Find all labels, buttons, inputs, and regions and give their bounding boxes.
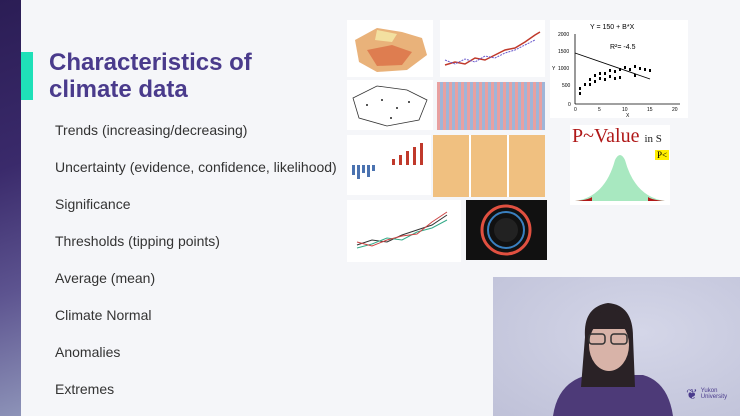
station-map-image: [347, 80, 433, 130]
x-axis-label: X: [626, 113, 630, 118]
bullet-item: Significance: [55, 196, 131, 212]
x-tick: 15: [647, 107, 653, 113]
presenter-figure: [553, 303, 673, 416]
canada-map-image: [347, 20, 433, 77]
temperature-series-image: [440, 20, 545, 77]
y-tick: 1000: [558, 66, 569, 72]
bullet-item: Climate Normal: [55, 307, 152, 323]
p-value-image: P~Value in S P<: [570, 125, 670, 205]
yukon-university-logo: ❦ Yukon University: [686, 387, 727, 401]
slide-title: Characteristics of climate data: [49, 49, 252, 103]
y-tick: 0: [568, 102, 571, 108]
bullet-item: Anomalies: [55, 344, 121, 360]
p-value-badge: P<: [655, 150, 670, 160]
leaf-logo-icon: ❦: [686, 386, 698, 402]
y-axis-label: Y: [552, 66, 556, 72]
title-line-1: Characteristics of: [49, 49, 252, 76]
title-accent-bar: [21, 52, 33, 100]
climate-spiral-image: [466, 200, 547, 260]
x-tick: 0: [574, 107, 577, 113]
x-tick: 5: [598, 107, 601, 113]
y-tick: 2000: [558, 32, 569, 38]
r2-label: R²= -4.5: [610, 44, 636, 51]
p-value-suffix: in S: [644, 133, 662, 145]
bullet-item: Uncertainty (evidence, confidence, likel…: [55, 159, 337, 175]
logo-line-1: Yukon: [700, 388, 718, 394]
x-tick: 10: [622, 107, 628, 113]
projection-maps-grid-image: [433, 135, 545, 197]
temperature-anomaly-bars-image: [347, 135, 431, 195]
equation-label: Y = 150 + B*X: [590, 24, 635, 31]
bullet-item: Extremes: [55, 381, 115, 397]
title-line-2: climate data: [49, 76, 188, 103]
bullet-item: Thresholds (tipping points): [55, 233, 220, 249]
bullet-item: Average (mean): [55, 270, 156, 286]
decorative-side-strip: [0, 0, 21, 416]
presenter-webcam-video: ❦ Yukon University: [493, 277, 740, 416]
x-tick: 20: [672, 107, 678, 113]
scatter-points: [579, 65, 651, 95]
y-tick: 500: [562, 83, 571, 89]
stripes-chart-image: [437, 82, 545, 130]
logo-line-2: University: [700, 394, 728, 400]
regression-scatter-image: Y = 150 + B*X R²= -4.5 2000 1500 1000 50…: [550, 20, 688, 118]
y-tick: 1500: [558, 49, 569, 55]
p-value-title: P~Value: [572, 125, 640, 147]
multi-model-lines-image: [347, 200, 461, 262]
bullet-item: Trends (increasing/decreasing): [55, 122, 248, 138]
